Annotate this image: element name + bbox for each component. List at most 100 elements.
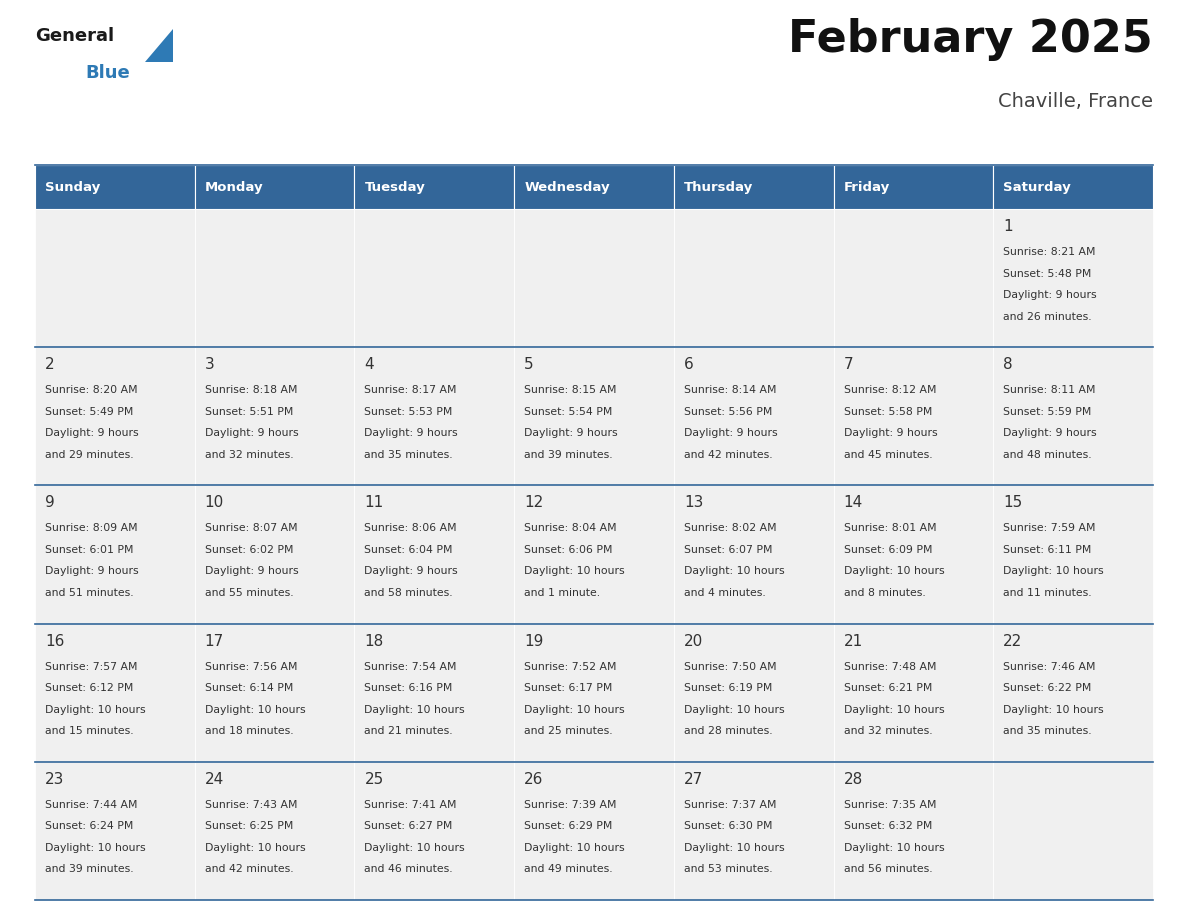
Bar — [674, 486, 834, 623]
Text: Sunset: 6:21 PM: Sunset: 6:21 PM — [843, 683, 931, 693]
Text: Daylight: 9 hours: Daylight: 9 hours — [365, 428, 459, 438]
Text: Thursday: Thursday — [684, 181, 753, 194]
Text: Sunrise: 8:17 AM: Sunrise: 8:17 AM — [365, 386, 457, 396]
Text: Chaville, France: Chaville, France — [998, 92, 1154, 111]
Text: 7: 7 — [843, 357, 853, 372]
Text: Sunset: 5:51 PM: Sunset: 5:51 PM — [204, 407, 293, 417]
Text: Sunrise: 8:04 AM: Sunrise: 8:04 AM — [524, 523, 617, 533]
Bar — [354, 165, 514, 209]
Text: Sunrise: 7:59 AM: Sunrise: 7:59 AM — [1004, 523, 1095, 533]
Bar — [834, 165, 993, 209]
Text: Sunset: 5:54 PM: Sunset: 5:54 PM — [524, 407, 613, 417]
Bar — [834, 486, 993, 623]
Text: and 25 minutes.: and 25 minutes. — [524, 726, 613, 736]
Bar — [834, 209, 993, 347]
Text: Daylight: 10 hours: Daylight: 10 hours — [365, 705, 465, 714]
Text: and 55 minutes.: and 55 minutes. — [204, 588, 293, 598]
Text: Daylight: 9 hours: Daylight: 9 hours — [1004, 428, 1097, 438]
Text: Daylight: 10 hours: Daylight: 10 hours — [843, 566, 944, 577]
Text: 24: 24 — [204, 772, 225, 787]
Text: and 48 minutes.: and 48 minutes. — [1004, 450, 1092, 460]
Text: and 42 minutes.: and 42 minutes. — [684, 450, 772, 460]
Text: Sunrise: 8:02 AM: Sunrise: 8:02 AM — [684, 523, 777, 533]
Text: Sunrise: 8:18 AM: Sunrise: 8:18 AM — [204, 386, 297, 396]
Text: Daylight: 9 hours: Daylight: 9 hours — [204, 428, 298, 438]
Polygon shape — [145, 29, 173, 62]
Text: Blue: Blue — [86, 64, 129, 82]
Text: Daylight: 9 hours: Daylight: 9 hours — [524, 428, 618, 438]
Text: Sunrise: 8:01 AM: Sunrise: 8:01 AM — [843, 523, 936, 533]
Text: and 18 minutes.: and 18 minutes. — [204, 726, 293, 736]
Text: 3: 3 — [204, 357, 215, 372]
Bar — [993, 762, 1154, 900]
Bar — [674, 209, 834, 347]
Text: Sunset: 6:12 PM: Sunset: 6:12 PM — [45, 683, 133, 693]
Text: General: General — [34, 27, 114, 45]
Bar — [514, 762, 674, 900]
Text: and 51 minutes.: and 51 minutes. — [45, 588, 133, 598]
Text: and 1 minute.: and 1 minute. — [524, 588, 600, 598]
Bar — [514, 165, 674, 209]
Text: and 4 minutes.: and 4 minutes. — [684, 588, 765, 598]
Text: and 11 minutes.: and 11 minutes. — [1004, 588, 1092, 598]
Text: and 32 minutes.: and 32 minutes. — [843, 726, 933, 736]
Text: Sunset: 5:56 PM: Sunset: 5:56 PM — [684, 407, 772, 417]
Bar — [34, 486, 195, 623]
Bar — [514, 623, 674, 762]
Text: Daylight: 10 hours: Daylight: 10 hours — [524, 705, 625, 714]
Text: Sunrise: 8:15 AM: Sunrise: 8:15 AM — [524, 386, 617, 396]
Text: 5: 5 — [524, 357, 533, 372]
Text: Daylight: 9 hours: Daylight: 9 hours — [365, 566, 459, 577]
Bar — [514, 347, 674, 486]
Bar — [993, 165, 1154, 209]
Text: Daylight: 10 hours: Daylight: 10 hours — [843, 843, 944, 853]
Text: Daylight: 9 hours: Daylight: 9 hours — [45, 566, 139, 577]
Text: Saturday: Saturday — [1004, 181, 1072, 194]
Text: and 39 minutes.: and 39 minutes. — [45, 865, 133, 874]
Text: Daylight: 9 hours: Daylight: 9 hours — [204, 566, 298, 577]
Text: Sunset: 6:07 PM: Sunset: 6:07 PM — [684, 545, 772, 554]
Text: and 45 minutes.: and 45 minutes. — [843, 450, 933, 460]
Text: and 56 minutes.: and 56 minutes. — [843, 865, 933, 874]
Bar — [354, 209, 514, 347]
Text: Daylight: 10 hours: Daylight: 10 hours — [684, 843, 784, 853]
Text: Sunset: 6:02 PM: Sunset: 6:02 PM — [204, 545, 293, 554]
Text: Sunset: 5:58 PM: Sunset: 5:58 PM — [843, 407, 931, 417]
Text: Daylight: 10 hours: Daylight: 10 hours — [1004, 705, 1104, 714]
Text: Sunrise: 7:37 AM: Sunrise: 7:37 AM — [684, 800, 776, 810]
Bar — [514, 486, 674, 623]
Text: 13: 13 — [684, 496, 703, 510]
Bar — [354, 347, 514, 486]
Text: 18: 18 — [365, 633, 384, 649]
Text: and 46 minutes.: and 46 minutes. — [365, 865, 453, 874]
Bar — [674, 347, 834, 486]
Text: 16: 16 — [45, 633, 64, 649]
Text: Sunset: 6:14 PM: Sunset: 6:14 PM — [204, 683, 293, 693]
Text: Daylight: 10 hours: Daylight: 10 hours — [45, 705, 146, 714]
Text: Wednesday: Wednesday — [524, 181, 609, 194]
Text: February 2025: February 2025 — [789, 18, 1154, 61]
Text: 15: 15 — [1004, 496, 1023, 510]
Text: Sunrise: 7:41 AM: Sunrise: 7:41 AM — [365, 800, 457, 810]
Text: Sunset: 6:09 PM: Sunset: 6:09 PM — [843, 545, 933, 554]
Text: Daylight: 10 hours: Daylight: 10 hours — [1004, 566, 1104, 577]
Text: 19: 19 — [524, 633, 544, 649]
Text: Sunset: 6:19 PM: Sunset: 6:19 PM — [684, 683, 772, 693]
Text: Sunrise: 8:21 AM: Sunrise: 8:21 AM — [1004, 247, 1095, 257]
Text: and 21 minutes.: and 21 minutes. — [365, 726, 453, 736]
Text: Sunrise: 7:56 AM: Sunrise: 7:56 AM — [204, 662, 297, 672]
Text: Daylight: 10 hours: Daylight: 10 hours — [204, 843, 305, 853]
Text: Sunrise: 8:09 AM: Sunrise: 8:09 AM — [45, 523, 138, 533]
Text: 17: 17 — [204, 633, 225, 649]
Bar — [993, 623, 1154, 762]
Bar — [834, 762, 993, 900]
Bar — [674, 623, 834, 762]
Text: Sunrise: 8:12 AM: Sunrise: 8:12 AM — [843, 386, 936, 396]
Text: Sunrise: 7:44 AM: Sunrise: 7:44 AM — [45, 800, 138, 810]
Text: and 32 minutes.: and 32 minutes. — [204, 450, 293, 460]
Text: Sunrise: 7:43 AM: Sunrise: 7:43 AM — [204, 800, 297, 810]
Text: Monday: Monday — [204, 181, 264, 194]
Text: Daylight: 10 hours: Daylight: 10 hours — [843, 705, 944, 714]
Text: Sunrise: 8:20 AM: Sunrise: 8:20 AM — [45, 386, 138, 396]
Bar — [195, 762, 354, 900]
